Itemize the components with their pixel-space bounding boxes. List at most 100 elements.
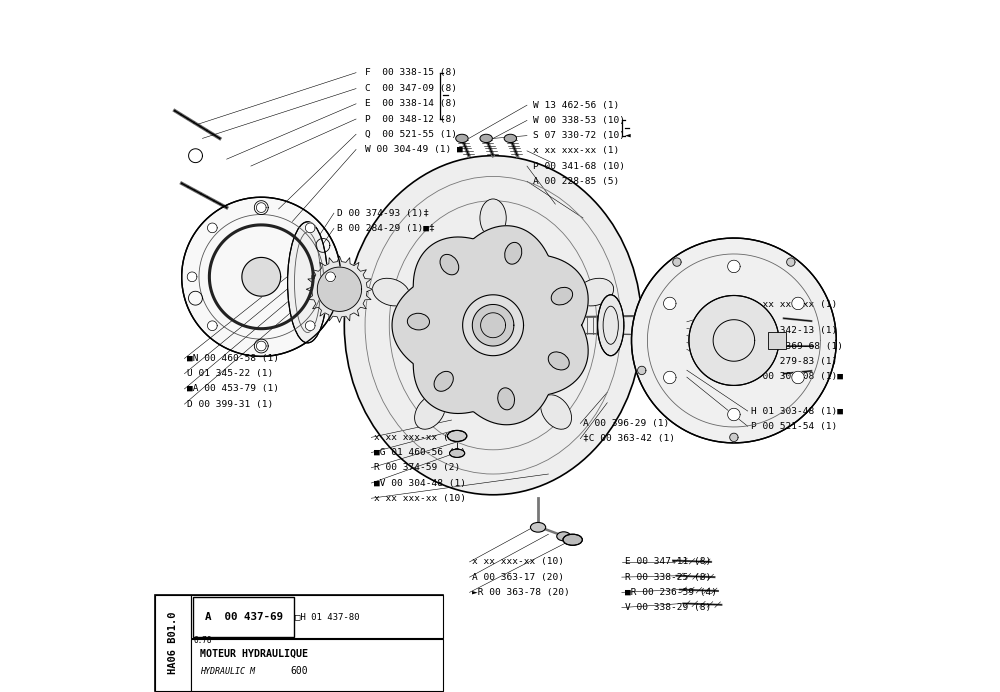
Text: ‡C 00 363-42 (1): ‡C 00 363-42 (1) xyxy=(583,434,675,444)
Ellipse shape xyxy=(598,295,624,356)
Polygon shape xyxy=(187,272,197,282)
Text: W 00 304-49 (1) ■: W 00 304-49 (1) ■ xyxy=(365,145,463,154)
Ellipse shape xyxy=(551,287,573,305)
Text: x xx xxx-xx (1): x xx xxx-xx (1) xyxy=(374,432,460,442)
Text: ■N 00 460-58 (1): ■N 00 460-58 (1) xyxy=(187,354,279,363)
Text: V 00 338-29 (8): V 00 338-29 (8) xyxy=(625,603,711,612)
Polygon shape xyxy=(463,295,524,356)
Bar xyxy=(768,332,786,349)
Text: HYDRAULIC M: HYDRAULIC M xyxy=(200,666,255,676)
Polygon shape xyxy=(256,203,266,212)
Polygon shape xyxy=(632,238,836,443)
Ellipse shape xyxy=(456,134,468,143)
Text: A 00 228-85 (5): A 00 228-85 (5) xyxy=(533,176,619,186)
Text: R 00 279-83 (1): R 00 279-83 (1) xyxy=(751,356,837,366)
Ellipse shape xyxy=(344,156,642,495)
Text: P 00 341-68 (10): P 00 341-68 (10) xyxy=(533,161,625,171)
Polygon shape xyxy=(689,295,779,385)
Ellipse shape xyxy=(530,522,546,532)
Text: ■G 01 460-56 (2): ■G 01 460-56 (2) xyxy=(374,448,466,457)
Bar xyxy=(155,595,191,691)
Ellipse shape xyxy=(504,134,517,143)
Polygon shape xyxy=(728,408,740,421)
Polygon shape xyxy=(326,272,335,282)
Polygon shape xyxy=(792,372,804,383)
Text: x xx xxx-xx (10): x xx xxx-xx (10) xyxy=(472,557,564,567)
Text: 6.78: 6.78 xyxy=(193,635,212,645)
Text: x xx xxx-xx (1): x xx xxx-xx (1) xyxy=(533,146,619,156)
Text: ■H 00 369-68 (1): ■H 00 369-68 (1) xyxy=(751,341,843,351)
Text: P 00 521-54 (1): P 00 521-54 (1) xyxy=(751,421,837,431)
Polygon shape xyxy=(207,223,217,233)
Ellipse shape xyxy=(541,395,572,429)
Text: ■A 00 453-79 (1): ■A 00 453-79 (1) xyxy=(187,384,279,394)
Text: W 00 338-53 (10): W 00 338-53 (10) xyxy=(533,116,625,125)
Polygon shape xyxy=(673,258,681,266)
Text: N 00 342-13 (1): N 00 342-13 (1) xyxy=(751,326,837,336)
Ellipse shape xyxy=(449,449,465,457)
Text: E  00 338-14 (8): E 00 338-14 (8) xyxy=(365,99,457,109)
Bar xyxy=(193,597,294,637)
Ellipse shape xyxy=(548,352,569,370)
Text: W 13 462-56 (1): W 13 462-56 (1) xyxy=(533,100,619,110)
Text: U 01 345-22 (1): U 01 345-22 (1) xyxy=(187,369,273,379)
Text: T 00 303-08 (1)■: T 00 303-08 (1)■ xyxy=(751,372,843,381)
Ellipse shape xyxy=(557,531,571,541)
Ellipse shape xyxy=(415,395,445,429)
Text: D 00 374-93 (1)‡: D 00 374-93 (1)‡ xyxy=(337,208,429,218)
Ellipse shape xyxy=(434,372,453,391)
Bar xyxy=(155,595,443,691)
Text: MOTEUR HYDRAULIQUE: MOTEUR HYDRAULIQUE xyxy=(200,649,308,659)
Text: H 01 303-48 (1)■: H 01 303-48 (1)■ xyxy=(751,406,843,416)
Text: 600: 600 xyxy=(291,666,308,676)
Text: HA06 B01.0: HA06 B01.0 xyxy=(168,612,178,674)
Polygon shape xyxy=(207,321,217,331)
Polygon shape xyxy=(317,267,362,311)
Polygon shape xyxy=(306,256,373,322)
Text: D 00 399-31 (1): D 00 399-31 (1) xyxy=(187,399,273,409)
Ellipse shape xyxy=(480,134,492,143)
Polygon shape xyxy=(392,226,588,425)
Polygon shape xyxy=(638,366,646,374)
Polygon shape xyxy=(792,298,804,309)
Bar xyxy=(191,595,443,638)
Text: ►R 00 363-78 (20): ►R 00 363-78 (20) xyxy=(472,588,570,597)
Text: C  00 347-09 (8): C 00 347-09 (8) xyxy=(365,84,457,93)
Ellipse shape xyxy=(577,278,614,306)
Polygon shape xyxy=(664,298,676,309)
Text: P  00 348-12 (8): P 00 348-12 (8) xyxy=(365,114,457,124)
Polygon shape xyxy=(182,197,341,356)
Text: R 00 374-59 (2): R 00 374-59 (2) xyxy=(374,463,460,473)
Text: ■V 00 304-48 (1): ■V 00 304-48 (1) xyxy=(374,478,466,488)
Text: x xx xxx-xx (10): x xx xxx-xx (10) xyxy=(374,493,466,503)
Ellipse shape xyxy=(498,388,515,410)
Ellipse shape xyxy=(407,313,429,330)
Ellipse shape xyxy=(563,534,582,545)
Ellipse shape xyxy=(440,255,459,275)
Text: F  00 338-15 (8): F 00 338-15 (8) xyxy=(365,68,457,78)
Ellipse shape xyxy=(373,278,410,306)
Polygon shape xyxy=(664,372,676,383)
Text: S 07 330-72 (10)◄: S 07 330-72 (10)◄ xyxy=(533,131,631,140)
Bar xyxy=(191,639,443,691)
Ellipse shape xyxy=(480,199,506,237)
Polygon shape xyxy=(730,433,738,441)
Polygon shape xyxy=(472,304,514,346)
Ellipse shape xyxy=(505,242,522,264)
Ellipse shape xyxy=(447,430,467,441)
Polygon shape xyxy=(256,341,266,351)
Polygon shape xyxy=(242,257,281,296)
Text: A 00 396-29 (1): A 00 396-29 (1) xyxy=(583,419,669,428)
Text: □H 01 437-80: □H 01 437-80 xyxy=(295,612,359,621)
Text: E 00 347-11 (8): E 00 347-11 (8) xyxy=(625,557,711,567)
Text: A 00 363-17 (20): A 00 363-17 (20) xyxy=(472,572,564,582)
Text: x xx xxx-xx (1): x xx xxx-xx (1) xyxy=(751,300,837,309)
Text: Q  00 521-55 (1): Q 00 521-55 (1) xyxy=(365,129,457,139)
Ellipse shape xyxy=(288,221,328,343)
Text: R 00 338-25 (8): R 00 338-25 (8) xyxy=(625,572,711,582)
Polygon shape xyxy=(728,260,740,273)
Polygon shape xyxy=(787,258,795,266)
Text: A  00 437-69: A 00 437-69 xyxy=(205,612,283,621)
Polygon shape xyxy=(305,223,315,233)
Polygon shape xyxy=(305,321,315,331)
